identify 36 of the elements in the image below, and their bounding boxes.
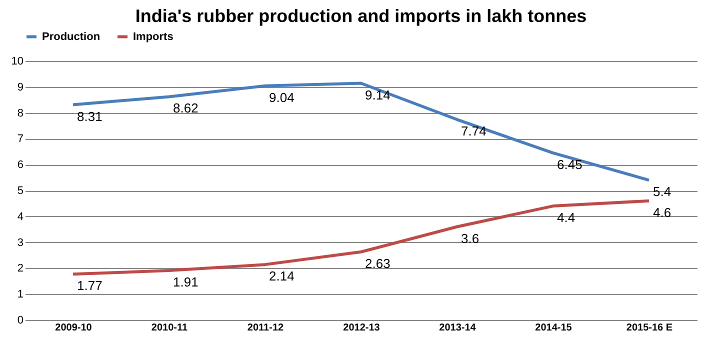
x-tick-label: 2010-11 [151,322,188,334]
y-tick-label: 9 [17,81,24,94]
data-label: 7.74 [461,124,486,139]
x-tick-label: 2013-14 [439,322,476,334]
y-tick-label: 10 [11,56,24,68]
data-label: 2.63 [365,256,390,271]
data-label: 9.04 [269,90,294,105]
data-label: 8.31 [77,108,102,124]
y-tick-label: 5 [17,185,24,197]
x-tick-label: 2014-15 [535,322,572,334]
y-tick-label: 0 [17,314,24,326]
data-label: 9.14 [365,87,390,102]
chart-title: India's rubber production and imports in lakh tonnes [135,6,587,26]
data-label: 8.62 [173,100,198,116]
data-label: 1.77 [77,278,102,294]
y-tick-label: 1 [17,288,24,301]
y-tick-label: 2 [17,262,24,275]
legend-label: Production [42,30,100,43]
y-tick-label: 4 [17,210,24,223]
x-tick-label: 2015-16 E [626,322,673,334]
data-label: 3.6 [461,230,480,246]
data-label: 2.14 [269,268,294,284]
line-series [72,82,650,182]
x-tick-label: 2012-13 [343,322,380,334]
data-label: 5.4 [653,184,672,200]
x-tick-label: 2009-10 [55,322,92,334]
data-label: 4.6 [653,204,672,220]
y-tick-label: 8 [17,107,24,120]
data-label: 4.4 [557,210,576,226]
y-tick-label: 7 [17,133,24,146]
data-label: 6.45 [557,156,582,172]
data-label: 1.91 [173,274,198,290]
y-tick-label: 6 [17,159,24,172]
y-tick-label: 3 [17,236,24,249]
x-tick-label: 2011-12 [247,322,284,334]
legend-label: Imports [133,30,174,43]
